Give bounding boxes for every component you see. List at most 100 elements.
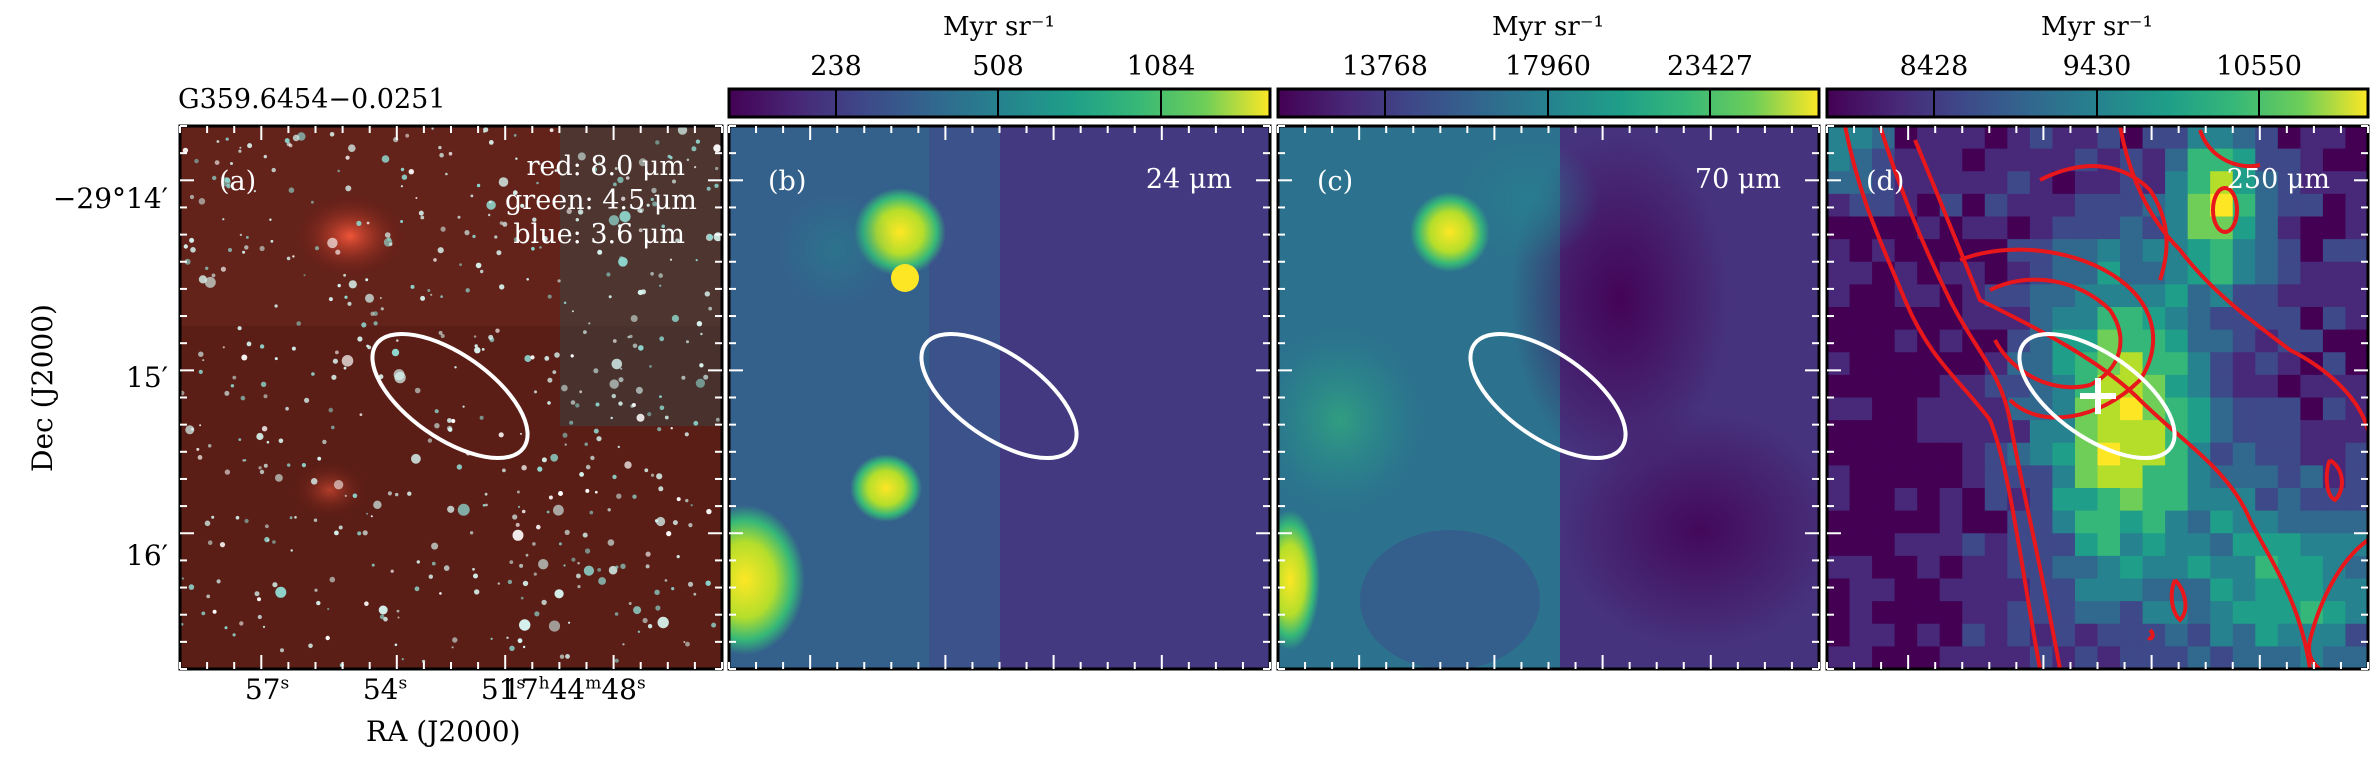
dec-tick-label: 16′ <box>126 539 168 572</box>
star <box>181 577 184 580</box>
star <box>347 301 352 306</box>
star <box>628 602 632 605</box>
star <box>380 307 384 311</box>
map-pixel <box>2052 216 2076 240</box>
panel-label-a: (a) <box>219 166 257 197</box>
map-pixel <box>1962 646 1986 669</box>
star <box>659 405 665 411</box>
star <box>366 221 370 225</box>
star <box>410 284 415 289</box>
map-pixel <box>2345 239 2368 263</box>
map-pixel <box>2074 578 2099 602</box>
map-pixel <box>1849 284 1873 308</box>
map-pixel <box>1984 397 2008 421</box>
star <box>274 304 278 308</box>
map-pixel <box>2007 623 2031 647</box>
star <box>387 491 392 496</box>
star <box>440 295 443 298</box>
map-pixel <box>2074 488 2099 512</box>
map-pixel <box>2074 216 2099 240</box>
star <box>607 539 615 546</box>
map-pixel <box>2232 533 2256 557</box>
star <box>216 140 220 143</box>
star <box>584 442 588 446</box>
star <box>593 368 599 374</box>
star <box>502 221 508 227</box>
map-pixel <box>2097 601 2121 625</box>
star <box>569 420 574 425</box>
star <box>530 355 535 360</box>
map-pixel <box>1849 488 1873 512</box>
map-pixel <box>2187 171 2211 195</box>
star <box>548 620 561 632</box>
map-pixel <box>1827 284 1851 308</box>
star <box>583 565 595 576</box>
map-pixel <box>1962 488 1986 512</box>
star <box>646 203 650 207</box>
star <box>219 542 226 548</box>
map-pixel <box>1962 374 1986 399</box>
star <box>314 246 320 251</box>
star <box>212 609 217 614</box>
star <box>707 234 714 240</box>
colorbar-b <box>727 87 1272 119</box>
star <box>576 573 581 579</box>
star <box>591 166 598 172</box>
star <box>189 237 195 243</box>
map-pixel <box>1872 307 1896 331</box>
map-pixel <box>2142 533 2166 557</box>
map-pixel <box>2120 442 2144 466</box>
star <box>582 532 588 538</box>
star <box>691 146 697 152</box>
star <box>706 508 712 515</box>
star <box>197 455 203 460</box>
star <box>554 352 560 358</box>
map-pixel <box>2007 555 2031 580</box>
star <box>647 412 652 417</box>
star <box>379 614 385 620</box>
star <box>224 390 230 396</box>
map-pixel <box>2097 329 2121 353</box>
rgb-red-label: red: 8.0 μm <box>526 151 685 182</box>
star <box>577 152 586 161</box>
star <box>230 384 235 388</box>
star <box>507 579 513 585</box>
star <box>632 343 638 349</box>
star <box>204 276 216 288</box>
map-pixel <box>2029 465 2054 489</box>
star <box>681 375 686 380</box>
map-pixel <box>2007 284 2031 308</box>
colorbar-b-tick: 238 <box>810 51 862 82</box>
map-pixel <box>1962 126 1986 150</box>
star <box>447 505 455 513</box>
map-pixel <box>2120 533 2144 557</box>
star <box>379 297 382 299</box>
star <box>695 378 706 388</box>
star <box>341 355 354 367</box>
map-pixel <box>2052 261 2076 285</box>
star <box>198 351 204 357</box>
star <box>246 341 252 347</box>
map-pixel <box>1962 397 1986 421</box>
map-pixel <box>1939 510 1963 534</box>
star <box>564 529 570 536</box>
map-pixel <box>2142 555 2166 580</box>
map-pixel <box>2165 510 2189 534</box>
star <box>272 540 276 544</box>
colorbar-b-tick: 1084 <box>1126 51 1196 82</box>
star <box>191 427 194 431</box>
star <box>524 355 532 362</box>
star <box>335 249 341 255</box>
map-pixel <box>2029 307 2054 331</box>
map-pixel <box>2255 352 2279 376</box>
star <box>433 258 437 262</box>
ra-tick-label: 57s <box>244 673 290 706</box>
star <box>526 278 529 281</box>
star <box>288 143 293 148</box>
map-pixel <box>1984 193 2008 218</box>
star <box>216 579 221 584</box>
map-pixel <box>2322 578 2347 602</box>
star <box>266 440 270 444</box>
map-pixel <box>1984 171 2008 195</box>
